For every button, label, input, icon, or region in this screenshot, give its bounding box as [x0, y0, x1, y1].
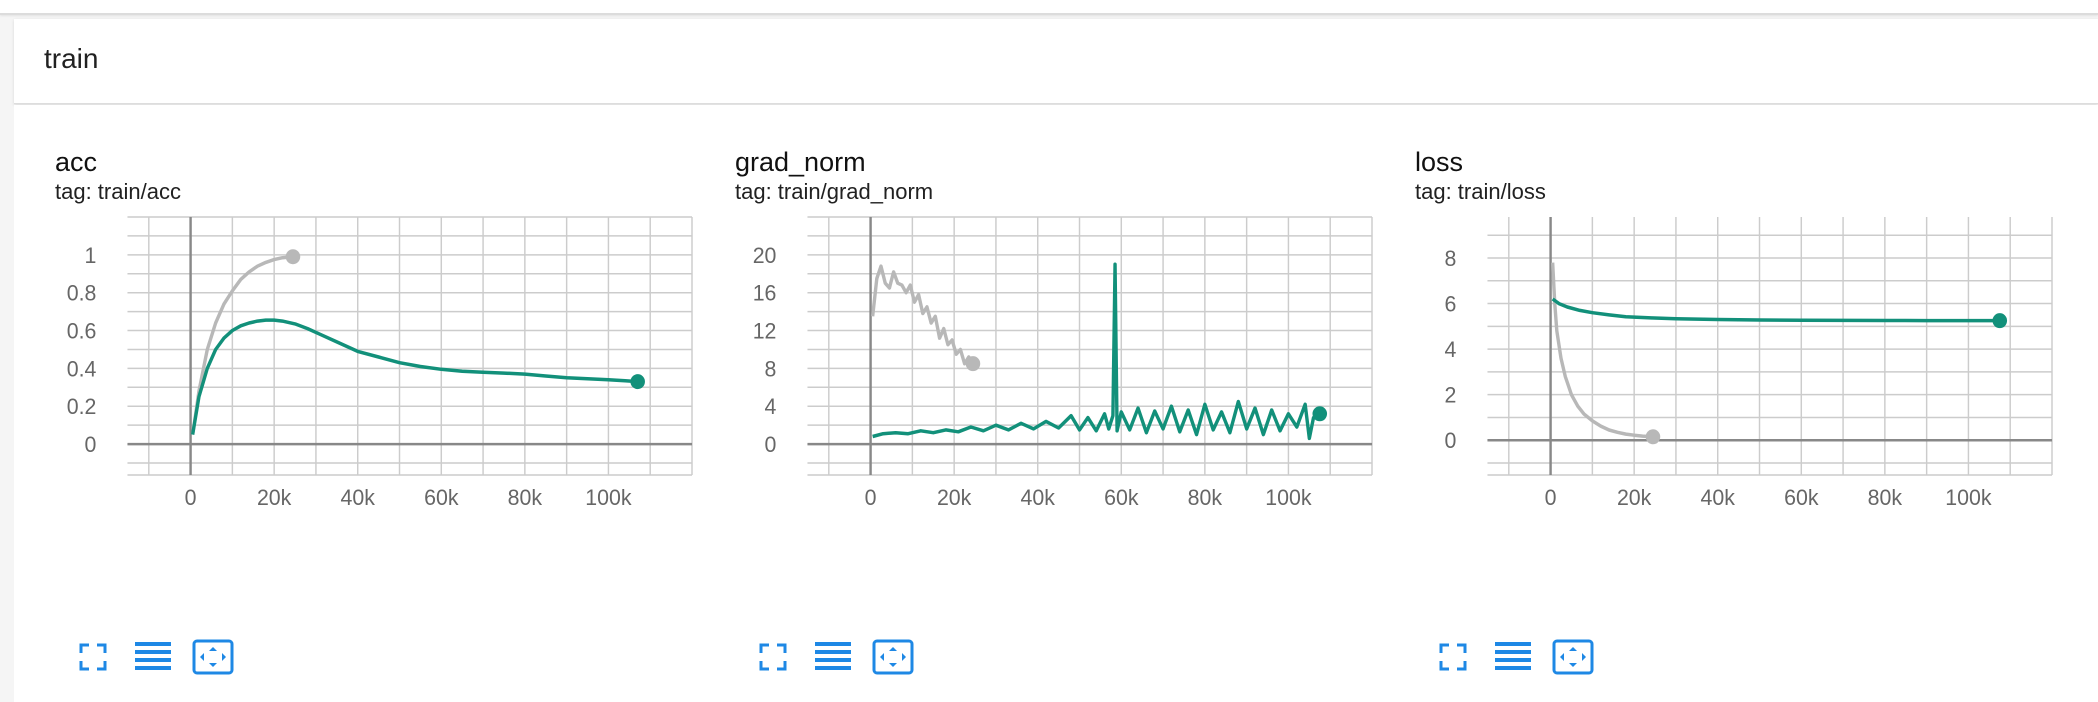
- y-tick-label: 0.2: [67, 394, 97, 419]
- x-tick-label: 60k: [1784, 485, 1819, 510]
- x-tick-label: 40k: [341, 485, 376, 510]
- series-end-point: [630, 374, 645, 390]
- series-line: [1550, 262, 1654, 439]
- fullscreen-icon: [79, 643, 107, 671]
- series-end-point: [965, 356, 981, 372]
- x-tick-label: 80k: [508, 485, 543, 510]
- chart-tag: tag: train/loss: [1415, 179, 1546, 204]
- toggle-log-scale-button[interactable]: [132, 637, 174, 677]
- series-end-point: [285, 249, 301, 265]
- y-tick-label: 0: [765, 432, 777, 457]
- toggle-log-scale-button[interactable]: [812, 637, 854, 677]
- x-tick-label: 0: [1545, 485, 1557, 510]
- x-tick-label: 20k: [937, 485, 972, 510]
- y-tick-label: 0.4: [67, 356, 97, 381]
- chart-card-grad-norm: grad_norm tag: train/grad_norm 0 20k 40k 60…: [694, 105, 1374, 702]
- y-tick-label: 4: [765, 394, 777, 419]
- tag-group-header[interactable]: train: [14, 19, 2098, 104]
- tag-group-title: train: [44, 43, 99, 74]
- chart-tag: tag: train/grad_norm: [735, 179, 934, 204]
- chart-cards-area: acc tag: train/acc 0 20k 40k 60k 80k 100k 0 0.2…: [14, 105, 2098, 702]
- plot-area: 0 20k 40k 60k 80k 100k 0 4 8 12 16 20: [753, 216, 1373, 510]
- chart-title: grad_norm: [735, 147, 866, 177]
- y-tick-label: 0.6: [67, 318, 97, 343]
- x-tick-label: 100k: [1265, 485, 1311, 510]
- x-tick-label: 80k: [1868, 485, 1903, 510]
- fit-domain-icon: [192, 639, 234, 675]
- y-tick-label: 12: [753, 318, 777, 343]
- series-end-point: [1645, 429, 1661, 445]
- toggle-log-scale-button[interactable]: [1492, 637, 1534, 677]
- y-tick-label: 0: [85, 432, 97, 457]
- x-tick-label: 0: [185, 485, 197, 510]
- y-tick-label: 6: [1445, 291, 1457, 316]
- plot-area: 0 20k 40k 60k 80k 100k 0 0.2 0.4 0.6 0.8 1: [67, 216, 693, 510]
- y-tick-label: 20: [753, 243, 777, 268]
- y-tick-label: 0.8: [67, 280, 97, 305]
- fullscreen-button[interactable]: [72, 637, 114, 677]
- plot-area: 0 20k 40k 60k 80k 100k 0 2 4 6 8: [1445, 217, 2053, 510]
- x-tick-label: 60k: [1104, 485, 1139, 510]
- x-tick-label: 40k: [1701, 485, 1736, 510]
- chart-card-loss: loss tag: train/loss 0 20k 40k 60k 80k 100k 0 2…: [1374, 105, 2054, 702]
- fullscreen-button[interactable]: [1432, 637, 1474, 677]
- x-tick-label: 40k: [1021, 485, 1056, 510]
- fit-domain-icon: [1552, 639, 1594, 675]
- series-end-point: [1992, 313, 2008, 329]
- y-tick-label: 2: [1445, 382, 1457, 407]
- series-line: [870, 264, 975, 366]
- chart-title: acc: [55, 147, 98, 177]
- fit-domain-button[interactable]: [192, 637, 234, 677]
- line-chart-acc[interactable]: 0 20k 40k 60k 80k 100k 0 0.2 0.4 0.6 0.8 1: [14, 215, 694, 575]
- fullscreen-button[interactable]: [752, 637, 794, 677]
- chart-card-acc: acc tag: train/acc 0 20k 40k 60k 80k 100k 0 0.2…: [14, 105, 694, 702]
- y-tick-label: 8: [1445, 246, 1457, 271]
- fit-domain-button[interactable]: [1552, 637, 1594, 677]
- series-line: [190, 254, 294, 435]
- series-line: [872, 262, 1321, 441]
- toggle-log-scale-icon: [135, 642, 171, 670]
- y-tick-label: 1: [85, 243, 97, 268]
- chart-title: loss: [1415, 147, 1464, 177]
- series-line: [190, 318, 638, 435]
- x-tick-label: 100k: [585, 485, 631, 510]
- x-tick-label: 0: [865, 485, 877, 510]
- y-tick-label: 0: [1445, 428, 1457, 453]
- toggle-log-scale-icon: [1495, 642, 1531, 670]
- y-tick-label: 8: [765, 356, 777, 381]
- y-tick-label: 4: [1445, 337, 1457, 362]
- toggle-log-scale-icon: [815, 642, 851, 670]
- top-strip: [0, 0, 2098, 15]
- chart-tag: tag: train/acc: [55, 179, 181, 204]
- x-tick-label: 20k: [257, 485, 292, 510]
- series-end-point: [1312, 406, 1328, 422]
- line-chart-loss[interactable]: 0 20k 40k 60k 80k 100k 0 2 4 6 8: [1374, 215, 2054, 575]
- x-tick-label: 60k: [424, 485, 459, 510]
- fullscreen-icon: [1439, 643, 1467, 671]
- series-line: [1551, 297, 2000, 323]
- x-tick-label: 100k: [1945, 485, 1991, 510]
- fullscreen-icon: [759, 643, 787, 671]
- line-chart-grad-norm[interactable]: 0 20k 40k 60k 80k 100k 0 4 8 12 16 20: [694, 215, 1374, 575]
- x-tick-label: 20k: [1617, 485, 1652, 510]
- x-tick-label: 80k: [1188, 485, 1223, 510]
- fit-domain-button[interactable]: [872, 637, 914, 677]
- fit-domain-icon: [872, 639, 914, 675]
- y-tick-label: 16: [753, 280, 777, 305]
